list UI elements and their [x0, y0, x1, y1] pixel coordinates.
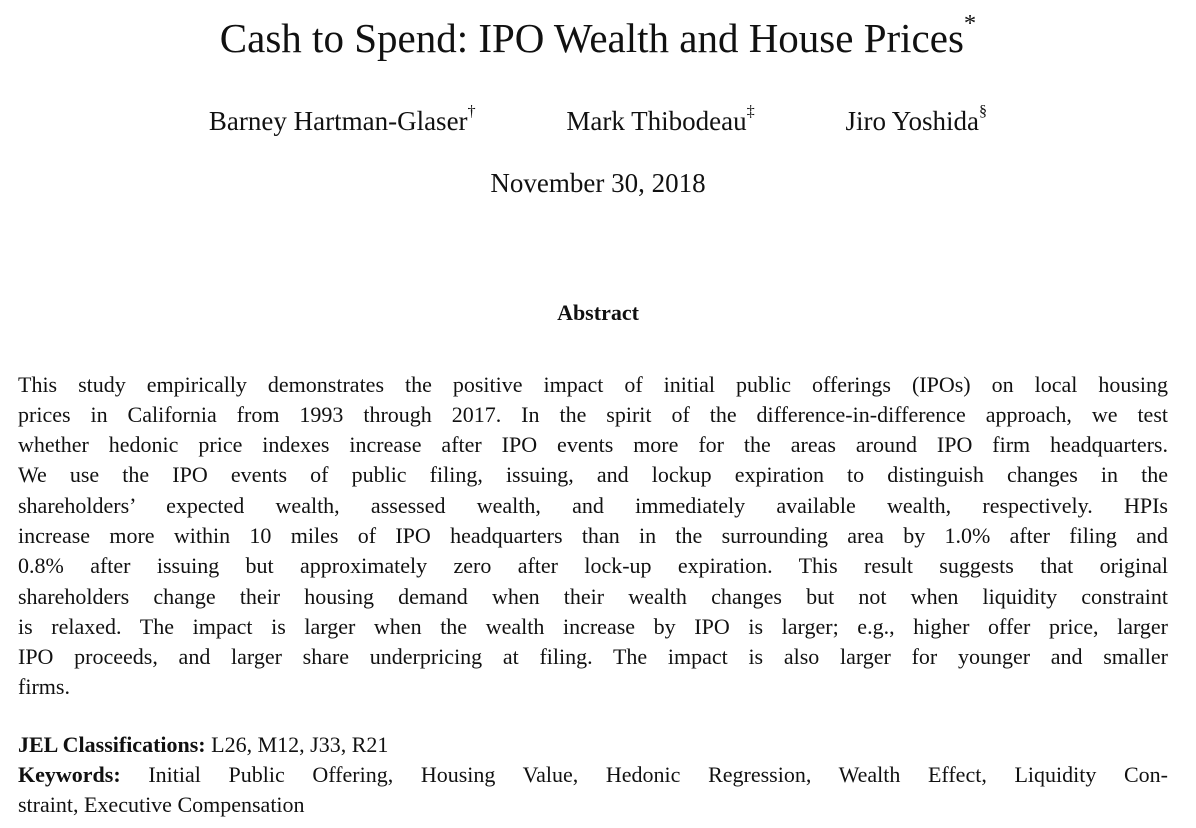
- title-text: Cash to Spend: IPO Wealth and House Pric…: [219, 15, 964, 61]
- keywords-line: straint, Executive Compensation: [18, 792, 305, 817]
- abstract-heading: Abstract: [557, 300, 639, 325]
- abstract-line: We use the IPO events of public filing, …: [18, 462, 1168, 487]
- keywords-label: Keywords:: [18, 762, 121, 787]
- abstract-line: whether hedonic price indexes increase a…: [18, 432, 1168, 457]
- author-name: Barney Hartman-Glaser: [208, 106, 468, 136]
- keywords-value: Initial Public Offering, Housing Value, …: [148, 762, 1169, 787]
- jel-classifications: JEL Classifications: L26, M12, J33, R21: [18, 732, 1168, 758]
- author-footnote-mark: †: [467, 102, 476, 120]
- abstract-line: is relaxed. The impact is larger when th…: [18, 614, 1168, 639]
- abstract-line: 0.8% after issuing but approximately zer…: [18, 553, 1168, 578]
- author-footnote-mark: §: [979, 102, 988, 120]
- author-list: Barney Hartman-Glaser† Mark Thibodeau‡ J…: [0, 102, 1196, 137]
- jel-value: L26, M12, J33, R21: [211, 732, 389, 757]
- jel-label: JEL Classifications:: [18, 732, 206, 757]
- author-name: Jiro Yoshida: [845, 106, 979, 136]
- abstract-line: shareholders change their housing demand…: [18, 584, 1168, 609]
- abstract-line: shareholders’ expected wealth, assessed …: [18, 493, 1168, 518]
- abstract-line: IPO proceeds, and larger share underpric…: [18, 644, 1168, 669]
- author-name: Mark Thibodeau: [566, 106, 747, 136]
- abstract-line: prices in California from 1993 through 2…: [18, 402, 1168, 427]
- paper-date: November 30, 2018: [490, 168, 706, 198]
- abstract-line: firms.: [18, 674, 70, 699]
- author-footnote-mark: ‡: [746, 102, 755, 120]
- author: Mark Thibodeau‡: [566, 102, 754, 137]
- abstract-line: This study empirically demonstrates the …: [18, 372, 1168, 397]
- abstract-line: increase more within 10 miles of IPO hea…: [18, 523, 1168, 548]
- keywords-line: Keywords: Initial Public Offering, Housi…: [18, 762, 1168, 788]
- author: Jiro Yoshida§: [845, 102, 987, 137]
- author: Barney Hartman-Glaser†: [208, 102, 476, 137]
- title-footnote-mark: *: [963, 10, 977, 37]
- paper-title: Cash to Spend: IPO Wealth and House Pric…: [0, 10, 1196, 62]
